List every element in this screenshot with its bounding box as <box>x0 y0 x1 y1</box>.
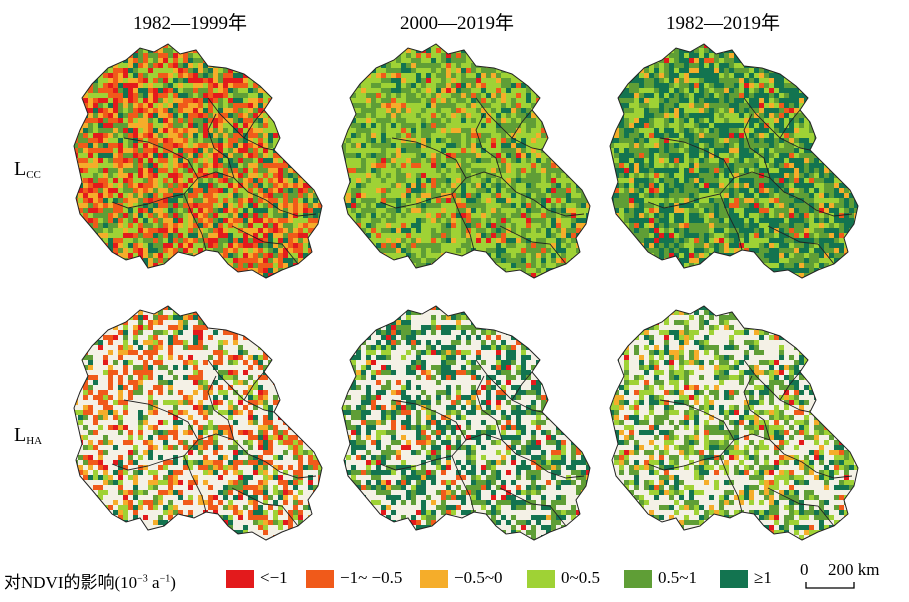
subregion-boundary <box>243 109 265 139</box>
region-outline <box>341 43 591 279</box>
scale-distance-label: 200 km <box>828 560 880 579</box>
subregion-boundary <box>207 375 235 441</box>
subregion-boundary <box>647 137 735 209</box>
subregion-boundary <box>511 109 533 139</box>
subregion-boundary <box>475 97 543 151</box>
scale-bar: 0 200 km <box>796 560 896 600</box>
subregion-boundary <box>183 193 207 251</box>
subregion-boundary <box>475 113 503 179</box>
subregion-boundary <box>111 137 199 209</box>
legend-swatch <box>624 570 652 588</box>
subregion-boundary <box>719 193 743 251</box>
map-lcc-1982-2019 <box>609 43 859 279</box>
legend-label: 0.5~1 <box>658 568 697 587</box>
subregion-boundary <box>231 487 299 527</box>
region-outline <box>341 305 591 541</box>
map-raster <box>342 306 590 540</box>
subregion-boundary <box>767 487 835 527</box>
subregion-boundary <box>719 455 743 513</box>
legend-swatch <box>306 570 334 588</box>
map-raster <box>74 44 322 278</box>
row-label-lcc-main: L <box>14 158 27 180</box>
subregion-boundary <box>207 113 235 179</box>
subregion-boundary <box>465 171 585 217</box>
legend-title-main: 对NDVI的影响(10 <box>4 573 138 592</box>
subregion-boundary <box>743 359 811 413</box>
row-label-lcc-sub: CC <box>26 169 41 181</box>
subregion-boundary <box>499 225 567 265</box>
legend-title: 对NDVI的影响(10−3 a−1) <box>4 568 176 593</box>
map-raster <box>610 306 858 540</box>
legend-label: −0.5~0 <box>454 568 503 587</box>
subregion-boundary <box>379 137 467 209</box>
subregion-boundary <box>779 109 801 139</box>
subregion-boundary <box>475 375 503 441</box>
subregion-boundary <box>743 375 771 441</box>
legend-title-mid: a <box>147 573 160 592</box>
region-outline <box>73 305 323 541</box>
map-raster <box>610 44 858 278</box>
map-lcc-2000-2019 <box>341 43 591 279</box>
subregion-boundary <box>499 487 567 527</box>
subregion-boundary <box>511 371 533 401</box>
row-label-lcc: LCC <box>14 158 41 181</box>
subregion-boundary <box>111 399 199 471</box>
subregion-boundary <box>379 399 467 471</box>
subregion-boundary <box>243 371 265 401</box>
subregion-boundary <box>207 359 275 413</box>
legend-swatch <box>226 570 254 588</box>
subregion-boundary <box>779 371 801 401</box>
subregion-boundary <box>197 171 317 217</box>
legend-title-exp2: −1 <box>159 573 171 585</box>
subregion-boundary <box>743 113 771 179</box>
subregion-boundary <box>197 433 317 479</box>
row-label-lha-main: L <box>14 424 27 446</box>
region-outline <box>73 43 323 279</box>
legend-title-end: ) <box>170 573 176 592</box>
region-outline <box>609 305 859 541</box>
subregion-boundary <box>647 399 735 471</box>
subregion-boundary <box>475 359 543 413</box>
row-label-lha-sub: HA <box>26 435 43 447</box>
subregion-boundary <box>733 433 853 479</box>
legend-swatch <box>420 570 448 588</box>
legend-swatch <box>527 570 555 588</box>
subregion-boundary <box>733 171 853 217</box>
legend-label: −1~ −0.5 <box>340 568 403 587</box>
legend-swatch <box>720 570 748 588</box>
column-title-2: 2000—2019年 <box>399 13 514 34</box>
legend-label: ≥1 <box>754 568 772 587</box>
map-lha-1982-1999 <box>73 305 323 541</box>
subregion-boundary <box>451 193 475 251</box>
row-label-lha: LHA <box>14 424 42 447</box>
subregion-boundary <box>743 97 811 151</box>
legend-label: 0~0.5 <box>561 568 600 587</box>
subregion-boundary <box>231 225 299 265</box>
legend-title-exp1: −3 <box>137 573 148 585</box>
column-title-3: 1982—2019年 <box>665 13 780 34</box>
legend-label: <−1 <box>260 568 288 587</box>
map-lcc-1982-1999 <box>73 43 323 279</box>
subregion-boundary <box>767 225 835 265</box>
subregion-boundary <box>451 455 475 513</box>
map-raster <box>342 44 590 278</box>
column-title-1: 1982—1999年 <box>132 13 247 34</box>
subregion-boundary <box>183 455 207 513</box>
map-lha-2000-2019 <box>341 305 591 541</box>
subregion-boundary <box>465 433 585 479</box>
subregion-boundary <box>207 97 275 151</box>
map-raster <box>74 306 322 540</box>
region-outline <box>609 43 859 279</box>
scale-zero-label: 0 <box>800 560 809 579</box>
map-lha-1982-2019 <box>609 305 859 541</box>
scale-bar-line <box>805 582 855 589</box>
